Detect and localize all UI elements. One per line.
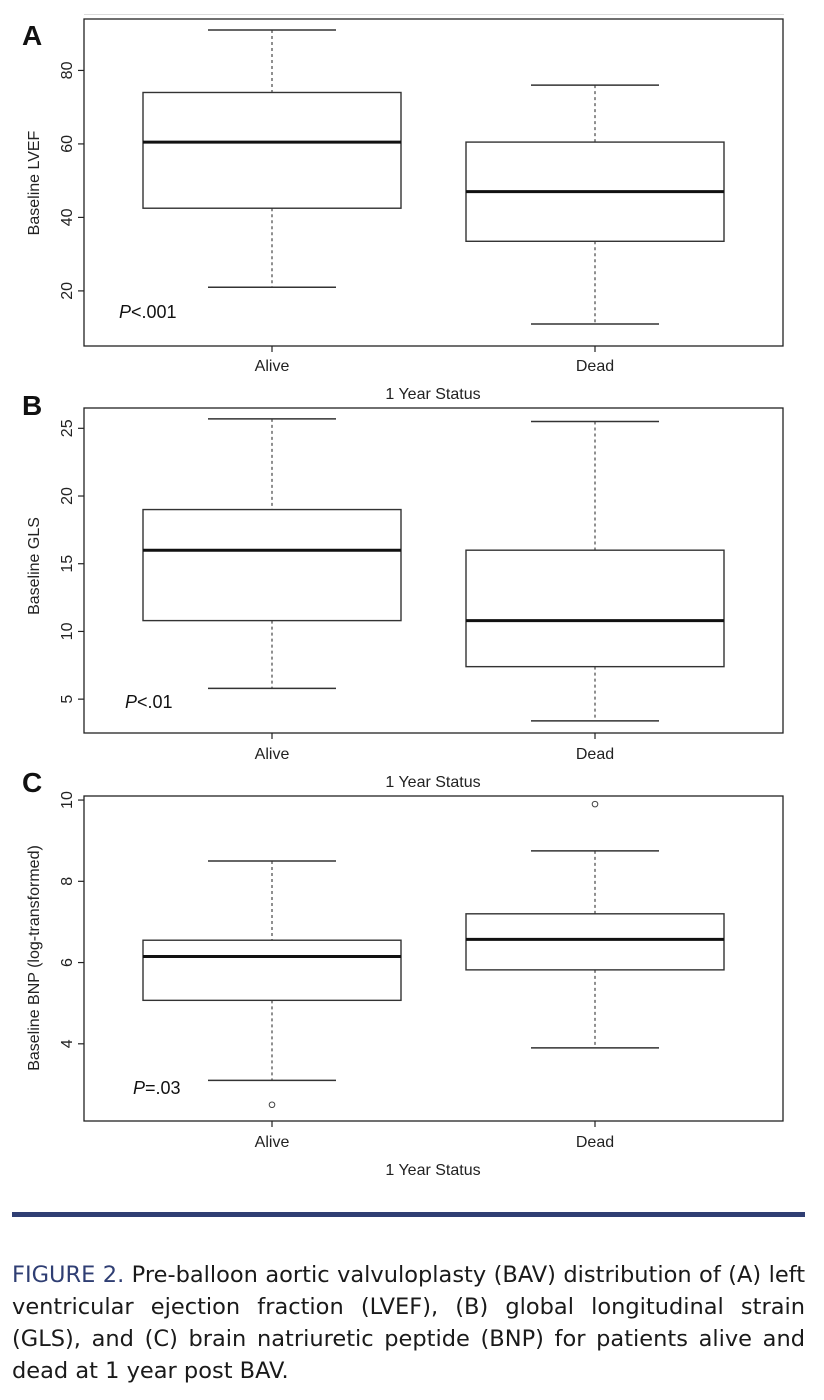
p-value-b: P<.01 [125,692,173,712]
panel-letter-a: A [22,20,42,51]
plot-frame-c [83,795,784,1122]
y-tick-label-a: 60 [59,135,76,153]
top-rule [84,14,784,15]
iqr-box-dead-b [465,549,725,668]
y-axis-ticks-b: 5 10 15 20 25 [59,419,84,704]
panel-letter-b: B [22,390,42,421]
x-axis-title-b: 1 Year Status [385,774,480,791]
y-tick-label-b: 10 [59,622,76,640]
x-label-dead-a: Dead [576,358,614,375]
box-group-b [142,418,725,722]
y-tick-label-c: 8 [59,877,76,886]
iqr-box-alive-b [142,508,402,622]
outlier-point-alive-c [268,1101,276,1109]
y-tick-label-a: 40 [59,208,76,226]
y-tick-label-c: 6 [59,958,76,967]
plot-frame-a [83,18,784,347]
p-symbol-b: P [125,692,137,712]
y-tick-label-c: 10 [59,791,76,809]
y-tick-label-c: 4 [59,1039,76,1048]
p-rest-c: =.03 [145,1078,181,1098]
iqr-box-alive-c [142,939,402,1002]
caption-text: Pre-balloon aortic valvuloplasty (BAV) d… [12,1261,806,1384]
caption-label: FIGURE 2. [12,1261,125,1288]
p-value-c: P=.03 [133,1078,181,1098]
y-tick-label-b: 15 [59,555,76,573]
panel-letter-c: C [22,767,42,798]
x-label-alive-c: Alive [255,1134,290,1151]
box-group-c [142,800,725,1109]
plot-frame-b [83,407,784,734]
iqr-box-dead-c [465,913,725,971]
x-label-dead-b: Dead [576,746,614,763]
y-tick-label-b: 20 [59,487,76,505]
y-axis-ticks-c: 4 6 8 10 [59,791,84,1048]
p-value-a: P<.001 [119,302,177,322]
y-tick-label-a: 20 [59,282,76,300]
p-rest-b: <.01 [137,692,173,712]
caption-divider [12,1212,805,1217]
box-group-a [142,29,725,325]
y-tick-label-a: 80 [59,61,76,79]
x-label-dead-c: Dead [576,1134,614,1151]
iqr-box-alive-a [142,91,402,209]
x-axis-title-c: 1 Year Status [385,1162,480,1179]
y-axis-title-c: Baseline BNP (log-transformed) [26,845,43,1071]
x-label-alive-b: Alive [255,746,290,763]
x-axis-title-a: 1 Year Status [385,386,480,403]
p-symbol-a: P [119,302,131,322]
x-label-alive-a: Alive [255,358,290,375]
p-symbol-c: P [133,1078,145,1098]
p-rest-a: <.001 [131,302,177,322]
y-tick-label-b: 5 [59,695,76,704]
outlier-point-dead-c [591,800,599,808]
y-axis-ticks-a: 20 40 60 80 [59,61,84,300]
y-axis-title-a: Baseline LVEF [26,130,43,235]
y-axis-title-b: Baseline GLS [26,517,43,615]
y-tick-label-b: 25 [59,419,76,437]
figure-caption: FIGURE 2. Pre-balloon aortic valvuloplas… [12,1259,805,1387]
